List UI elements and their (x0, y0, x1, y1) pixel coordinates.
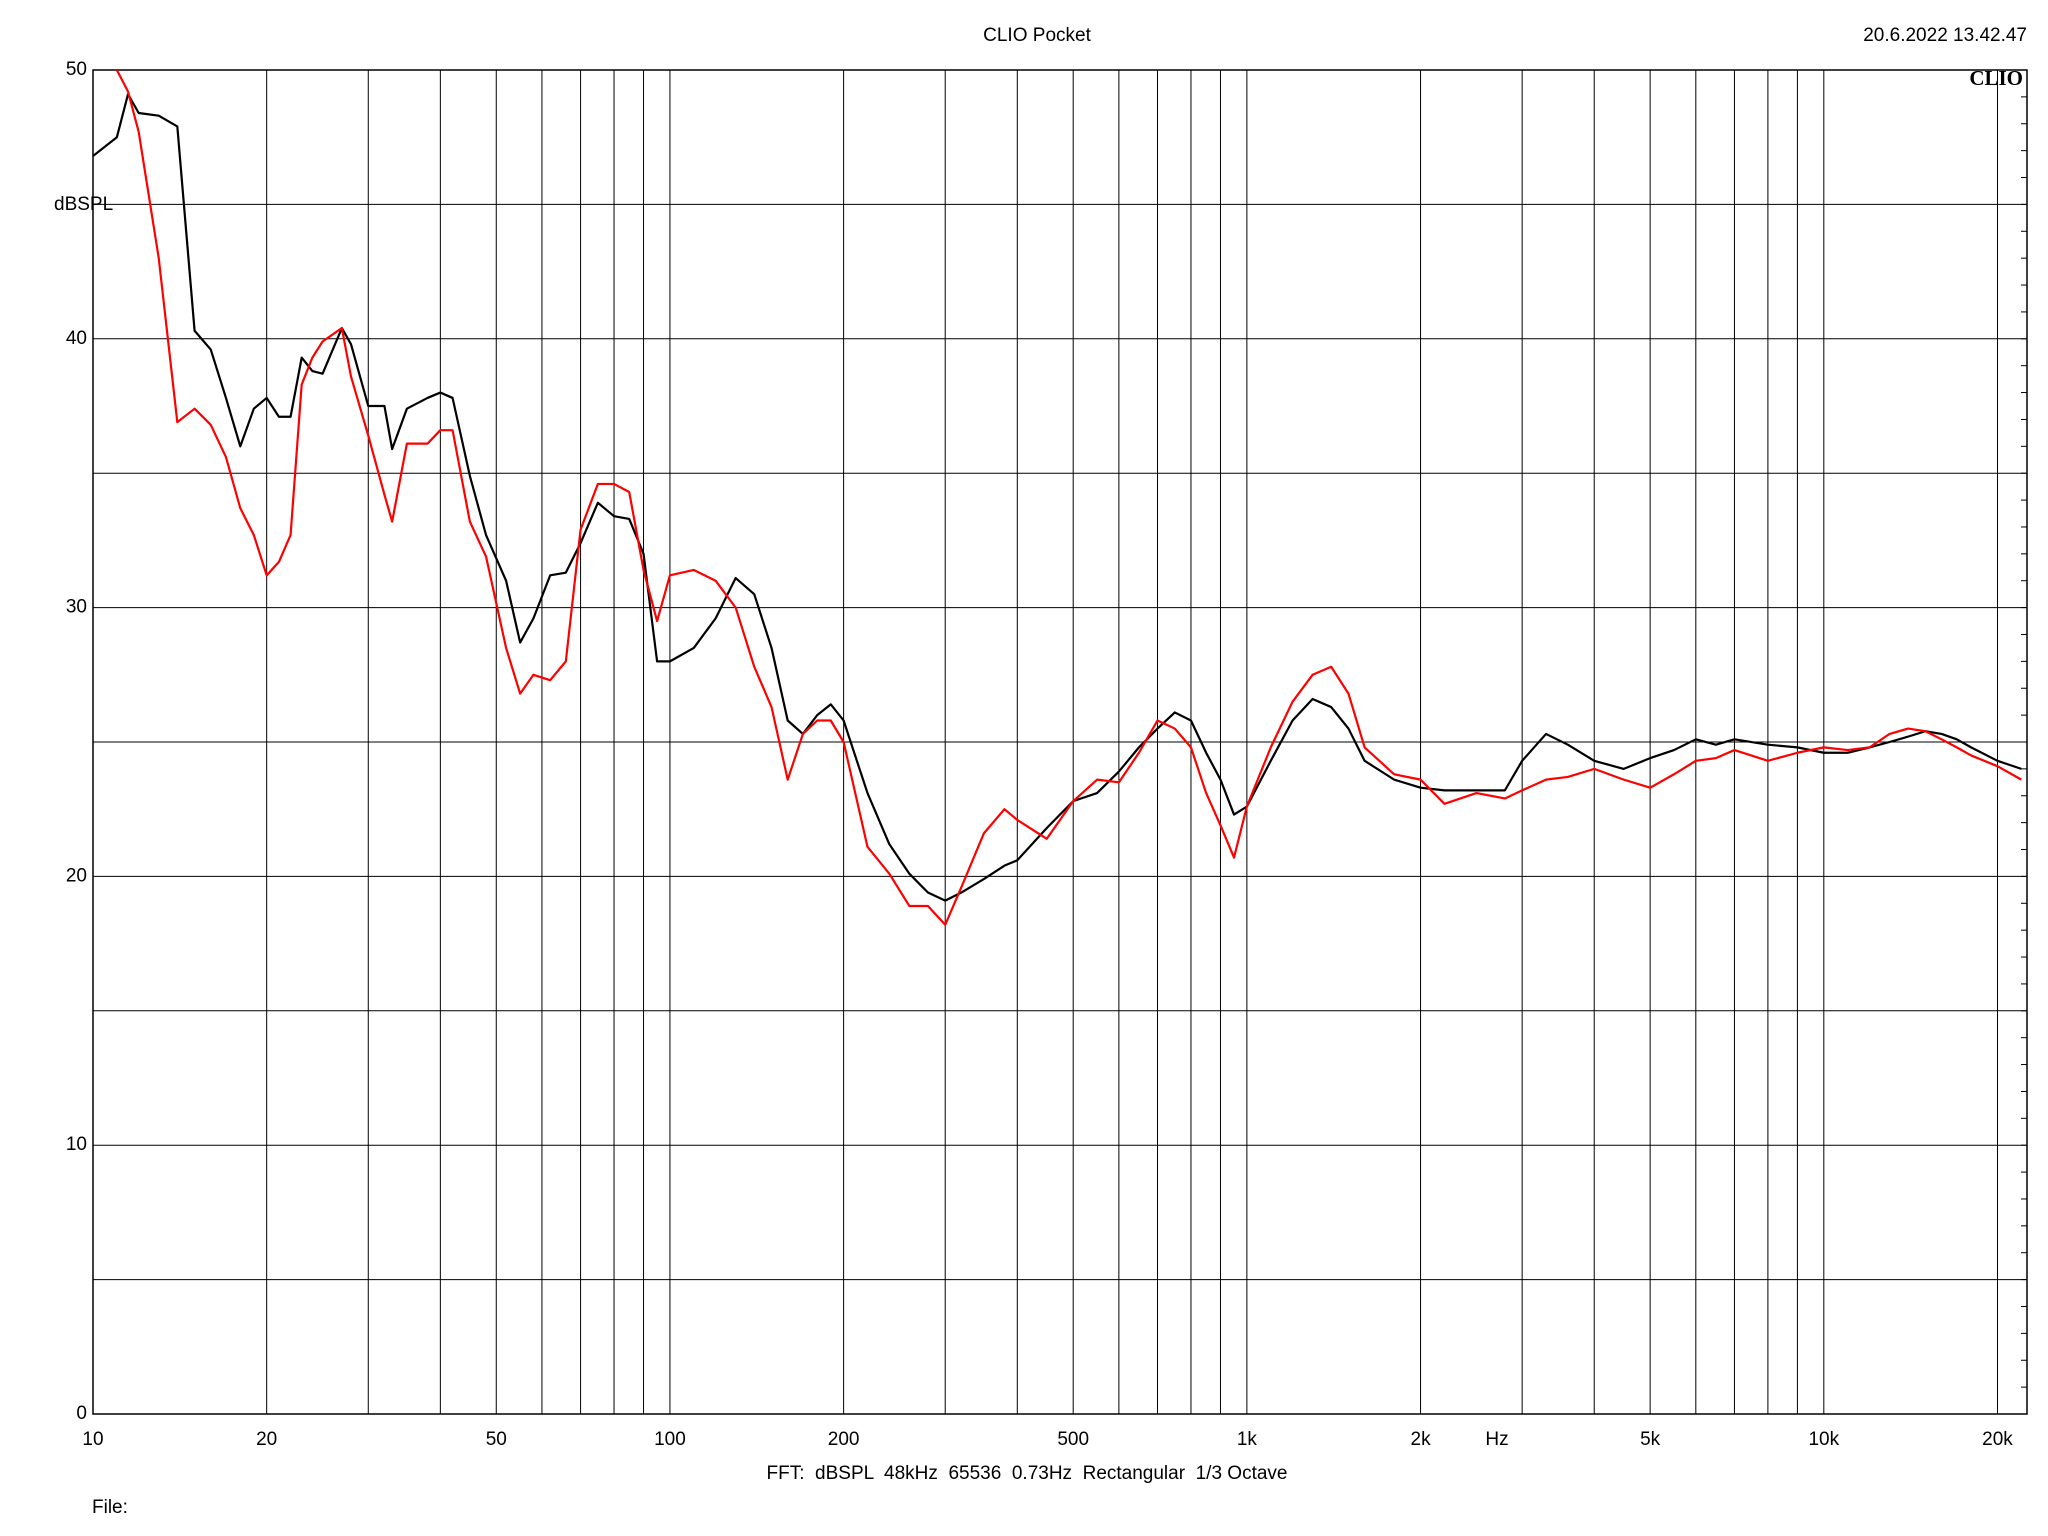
logo: CLIO (1969, 66, 2023, 90)
file-label: File: (92, 1497, 128, 1518)
x-tick-label: 5k (1640, 1429, 1661, 1450)
timestamp: 20.6.2022 13.42.47 (1863, 25, 2027, 46)
series-line (93, 93, 2022, 902)
y-tick-label: 20 (66, 865, 87, 886)
x-tick-label: 200 (828, 1429, 860, 1450)
plot-frame (92, 69, 2028, 1415)
x-unit-label: Hz (1485, 1429, 1508, 1450)
x-tick-label: 1k (1237, 1429, 1258, 1450)
y-axis-label: dBSPL (54, 194, 113, 215)
x-tick-label: 2k (1411, 1429, 1432, 1450)
y-tick-label: 50 (66, 59, 87, 80)
y-tick-label: 30 (66, 597, 87, 618)
series-line (115, 70, 2022, 926)
x-tick-label: 20k (1982, 1429, 2013, 1450)
x-tick-label: 50 (486, 1429, 507, 1450)
x-tick-label: 100 (654, 1429, 686, 1450)
footer: FFT: dBSPL 48kHz 65536 0.73Hz Rectangula… (766, 1463, 1287, 1484)
y-tick-label: 0 (76, 1403, 87, 1424)
x-tick-label: 10k (1808, 1429, 1839, 1450)
y-tick-label: 40 (66, 328, 87, 349)
y-tick-label: 10 (66, 1134, 87, 1155)
x-tick-label: 20 (256, 1429, 277, 1450)
x-tick-label: 10 (82, 1429, 103, 1450)
chart-title: CLIO Pocket (983, 25, 1091, 46)
x-tick-label: 500 (1057, 1429, 1089, 1450)
